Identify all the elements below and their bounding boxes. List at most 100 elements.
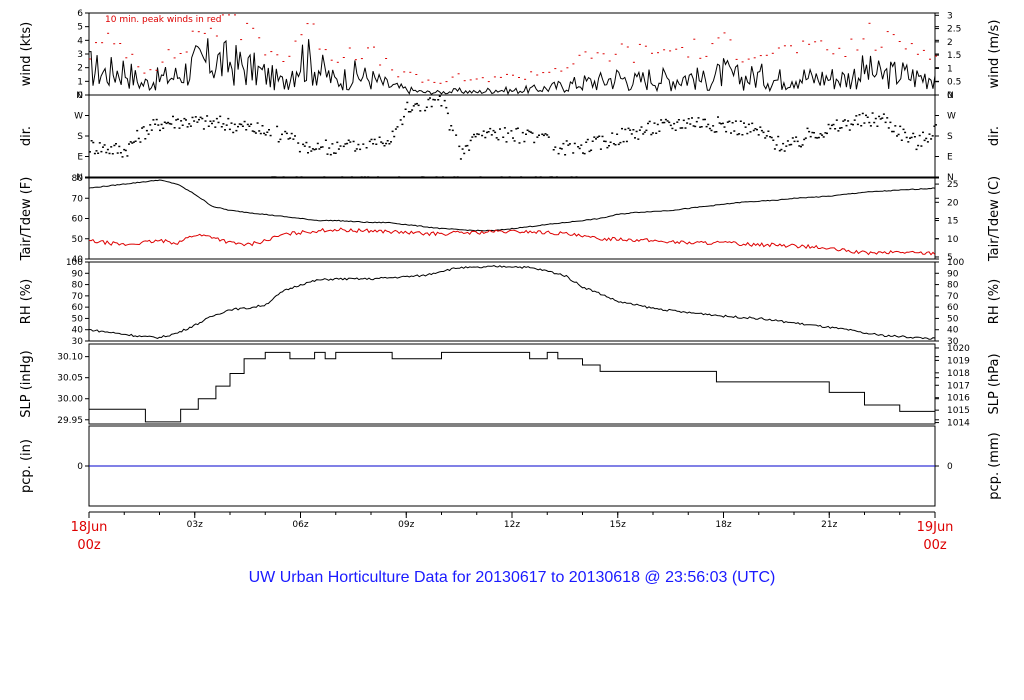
rh-ytick-label-right: 30 bbox=[947, 337, 959, 347]
direction-direction-point bbox=[396, 126, 399, 128]
direction-direction-point bbox=[582, 152, 584, 154]
direction-direction-point bbox=[97, 152, 100, 154]
wind-ylabel-left: wind (kts) bbox=[19, 22, 34, 86]
direction-direction-point bbox=[894, 125, 897, 127]
direction-direction-point bbox=[790, 143, 793, 146]
direction-direction-point bbox=[746, 132, 749, 135]
wind-peak-point bbox=[415, 74, 418, 75]
direction-direction-point bbox=[534, 176, 537, 178]
wind-peak-point bbox=[663, 49, 666, 51]
wind-peak-point bbox=[524, 78, 527, 80]
direction-direction-point bbox=[131, 142, 134, 144]
wind-peak-point bbox=[137, 66, 140, 68]
direction-direction-point bbox=[388, 143, 391, 145]
direction-direction-point bbox=[157, 124, 160, 126]
panel-rh: RH (%) RH (%)3040506070809010030405060708… bbox=[19, 258, 1002, 347]
direction-direction-point bbox=[492, 129, 495, 132]
direction-direction-point bbox=[89, 151, 91, 153]
direction-direction-point bbox=[765, 135, 768, 137]
time-tick-label: 09z bbox=[398, 520, 414, 530]
direction-direction-point bbox=[786, 140, 789, 142]
direction-direction-point bbox=[224, 129, 226, 131]
direction-direction-point bbox=[588, 150, 591, 153]
direction-direction-point bbox=[512, 137, 514, 139]
direction-direction-point bbox=[788, 144, 791, 146]
direction-direction-point bbox=[721, 122, 724, 125]
direction-direction-point bbox=[220, 126, 223, 128]
direction-direction-point bbox=[837, 130, 840, 132]
direction-direction-point bbox=[394, 128, 397, 130]
direction-direction-point bbox=[767, 130, 770, 132]
direction-direction-point bbox=[516, 127, 519, 129]
direction-direction-point bbox=[334, 152, 337, 154]
direction-direction-point bbox=[474, 135, 477, 138]
wind-peak-point bbox=[324, 49, 327, 51]
direction-direction-point bbox=[128, 143, 130, 145]
direction-direction-point bbox=[417, 104, 420, 107]
wind-peak-point bbox=[632, 61, 635, 63]
wind-ytick-label-right: 2.5 bbox=[947, 25, 961, 35]
wind-peak-point bbox=[693, 38, 696, 40]
direction-direction-point bbox=[827, 123, 830, 126]
direction-direction-point bbox=[121, 156, 124, 158]
time-axis: 18Jun 00z 03z 06z 09z 12z 15z 18z 21z 19Jun 00z bbox=[71, 511, 953, 553]
direction-direction-point bbox=[445, 106, 448, 109]
direction-direction-point bbox=[757, 134, 760, 136]
direction-direction-point bbox=[704, 118, 706, 121]
wind-peak-point bbox=[608, 60, 611, 62]
direction-direction-point bbox=[468, 149, 471, 151]
direction-direction-point bbox=[232, 131, 235, 134]
direction-direction-point bbox=[583, 152, 586, 155]
direction-direction-point bbox=[759, 126, 762, 128]
wind-peak-point bbox=[264, 54, 267, 56]
direction-direction-point bbox=[105, 151, 108, 154]
direction-direction-point bbox=[608, 145, 610, 147]
temperature-ytick-label-left: 80 bbox=[72, 174, 84, 184]
direction-direction-point bbox=[630, 133, 633, 135]
time-tick-label: 21z bbox=[821, 520, 837, 530]
direction-direction-point bbox=[531, 132, 534, 134]
wind-peak-point bbox=[131, 53, 134, 55]
direction-direction-point bbox=[310, 150, 313, 152]
rh-ytick-label-left: 90 bbox=[72, 269, 84, 279]
direction-direction-point bbox=[419, 110, 422, 112]
direction-direction-point bbox=[686, 122, 689, 124]
direction-direction-point bbox=[198, 118, 200, 121]
direction-direction-point bbox=[861, 112, 864, 115]
direction-direction-point bbox=[910, 136, 913, 139]
direction-direction-point bbox=[455, 134, 458, 136]
time-tick-label: 18z bbox=[715, 520, 731, 530]
direction-direction-point bbox=[863, 122, 866, 124]
direction-direction-point bbox=[482, 130, 485, 132]
direction-direction-point bbox=[264, 134, 267, 136]
direction-direction-point bbox=[811, 131, 814, 134]
wind-peak-point bbox=[354, 59, 357, 61]
direction-direction-point bbox=[568, 143, 571, 145]
wind-peak-point bbox=[626, 46, 629, 48]
wind-peak-point bbox=[493, 76, 496, 78]
direction-direction-point bbox=[178, 127, 181, 129]
direction-direction-point bbox=[814, 136, 817, 139]
direction-direction-point bbox=[773, 148, 776, 150]
wind-peak-point bbox=[445, 81, 448, 83]
direction-direction-point bbox=[752, 129, 755, 132]
rh-ytick-label-left: 40 bbox=[72, 326, 84, 336]
wind-annotation: 10 min. peak winds in red bbox=[105, 15, 222, 25]
direction-direction-point bbox=[477, 133, 480, 136]
direction-direction-point bbox=[808, 130, 811, 133]
direction-direction-point bbox=[450, 125, 453, 127]
direction-direction-point bbox=[525, 133, 527, 135]
direction-direction-point bbox=[614, 144, 617, 146]
direction-direction-point bbox=[731, 122, 734, 124]
direction-direction-point bbox=[826, 132, 828, 135]
wind-peak-point bbox=[203, 32, 206, 34]
direction-direction-point bbox=[557, 152, 560, 155]
wind-peak-point bbox=[439, 82, 442, 84]
direction-direction-point bbox=[611, 132, 614, 134]
direction-direction-point bbox=[702, 118, 705, 121]
wind-peak-point bbox=[935, 55, 937, 57]
direction-direction-point bbox=[238, 123, 241, 125]
direction-direction-point bbox=[840, 127, 843, 129]
direction-direction-point bbox=[528, 130, 531, 133]
